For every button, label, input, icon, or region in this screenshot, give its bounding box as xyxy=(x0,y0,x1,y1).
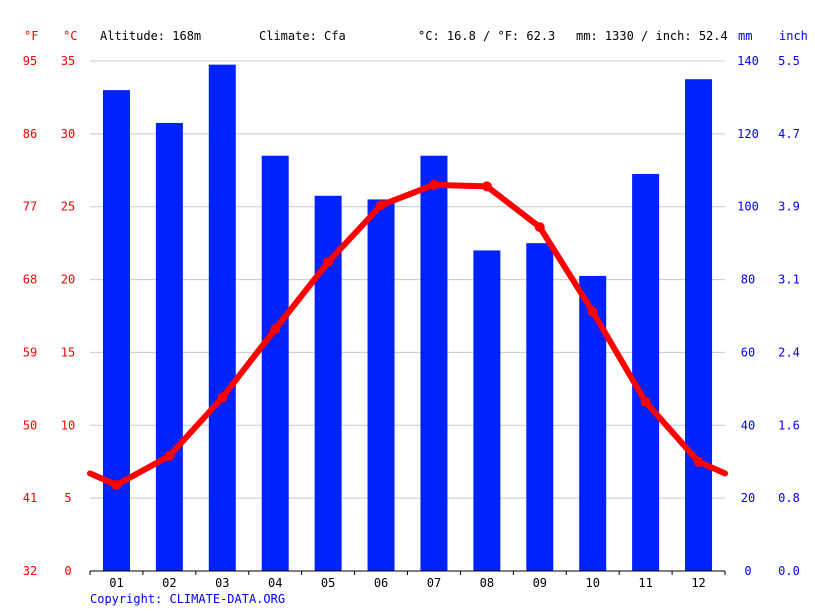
precipitation-bar xyxy=(102,90,130,572)
precipitation-bar xyxy=(685,79,713,571)
month-tick-label: 03 xyxy=(215,576,229,590)
month-tick-label: 11 xyxy=(638,576,652,590)
fahrenheit-tick-label: 95 xyxy=(23,54,37,68)
inch-tick-label: 1.6 xyxy=(778,418,800,432)
precipitation-bar xyxy=(526,243,554,571)
temperature-point xyxy=(323,257,334,268)
mm-tick-label: 60 xyxy=(741,345,755,359)
celsius-tick-label: 20 xyxy=(61,273,75,287)
precipitation-bar xyxy=(579,275,607,571)
temperature-line-path xyxy=(87,181,728,489)
axis-tick-labels: 95 35 140 5.586 30 120 4.777 25 100 3.968 20 80 3.15… xyxy=(23,54,800,590)
precipitation-bar xyxy=(473,250,501,571)
mm-tick-label: 20 xyxy=(741,491,755,505)
climate-label: Climate: Cfa xyxy=(259,29,346,43)
month-tick-label: 02 xyxy=(162,576,176,590)
unit-inch-label: inch xyxy=(779,29,808,43)
month-tick-label: 06 xyxy=(374,576,388,590)
celsius-tick-label: 35 xyxy=(61,54,75,68)
month-tick-label: 04 xyxy=(268,576,282,590)
month-tick-label: 05 xyxy=(321,576,335,590)
inch-tick-label: 0.0 xyxy=(778,564,800,578)
precipitation-bar xyxy=(208,64,236,572)
fahrenheit-tick-label: 32 xyxy=(23,564,37,578)
inch-tick-label: 0.8 xyxy=(778,491,800,505)
temperature-point xyxy=(640,396,651,407)
celsius-tick-label: 0 xyxy=(64,564,71,578)
celsius-tick-label: 10 xyxy=(61,418,75,432)
temperature-point xyxy=(587,306,598,317)
unit-mm-label: mm xyxy=(738,29,752,43)
unit-fahrenheit-label: °F xyxy=(24,29,38,43)
temperature-point xyxy=(481,181,492,192)
mm-tick-label: 40 xyxy=(741,418,755,432)
celsius-tick-label: 30 xyxy=(61,127,75,141)
month-tick-label: 12 xyxy=(691,576,705,590)
fahrenheit-tick-label: 50 xyxy=(23,418,37,432)
precipitation-bar xyxy=(367,199,395,571)
month-tick-label: 01 xyxy=(109,576,123,590)
temperature-summary: °C: 16.8 / °F: 62.3 xyxy=(418,29,555,43)
temperature-point xyxy=(376,200,387,211)
altitude-label: Altitude: 168m xyxy=(100,29,201,43)
month-tick-label: 10 xyxy=(585,576,599,590)
inch-tick-label: 4.7 xyxy=(778,127,800,141)
celsius-tick-label: 25 xyxy=(61,200,75,214)
mm-tick-label: 80 xyxy=(741,273,755,287)
month-tick-label: 08 xyxy=(480,576,494,590)
mm-tick-label: 140 xyxy=(737,54,759,68)
inch-tick-label: 2.4 xyxy=(778,345,800,359)
mm-tick-label: 0 xyxy=(744,564,751,578)
fahrenheit-tick-label: 86 xyxy=(23,127,37,141)
fahrenheit-tick-label: 41 xyxy=(23,491,37,505)
mm-tick-label: 100 xyxy=(737,200,759,214)
gridlines xyxy=(90,60,725,499)
mm-tick-label: 120 xyxy=(737,127,759,141)
inch-tick-label: 3.9 xyxy=(778,200,800,214)
temperature-point xyxy=(111,480,122,491)
temperature-point xyxy=(164,450,175,461)
precipitation-bar xyxy=(632,173,660,571)
precipitation-bar xyxy=(261,155,289,571)
inch-tick-label: 3.1 xyxy=(778,273,800,287)
month-tick-label: 07 xyxy=(427,576,441,590)
precipitation-summary: mm: 1330 / inch: 52.4 xyxy=(576,29,728,43)
fahrenheit-tick-label: 68 xyxy=(23,273,37,287)
copyright-label: Copyright: CLIMATE-DATA.ORG xyxy=(90,592,285,606)
precipitation-bar xyxy=(155,122,183,571)
temperature-point xyxy=(270,324,281,335)
temperature-point xyxy=(428,179,439,190)
fahrenheit-tick-label: 77 xyxy=(23,200,37,214)
temperature-point xyxy=(217,392,228,403)
temperature-point xyxy=(534,222,545,233)
celsius-tick-label: 5 xyxy=(64,491,71,505)
inch-tick-label: 5.5 xyxy=(778,54,800,68)
temperature-line xyxy=(87,179,728,491)
precipitation-bars xyxy=(102,64,713,572)
celsius-tick-label: 15 xyxy=(61,345,75,359)
unit-celsius-label: °C xyxy=(63,29,77,43)
precipitation-bar xyxy=(420,155,448,571)
month-tick-label: 09 xyxy=(533,576,547,590)
fahrenheit-tick-label: 59 xyxy=(23,345,37,359)
temperature-point xyxy=(693,456,704,467)
